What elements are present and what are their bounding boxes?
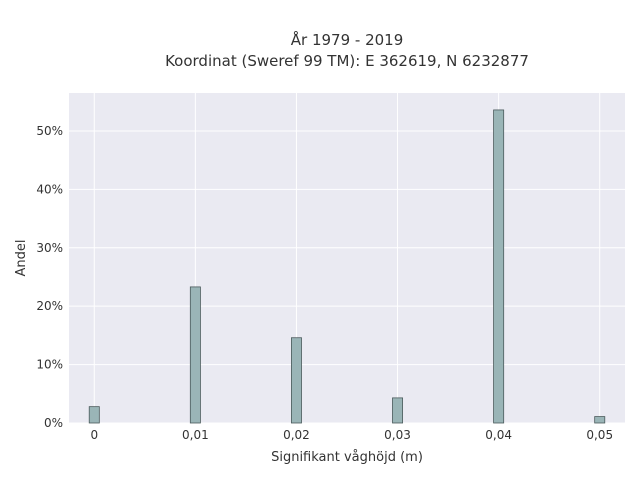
x-tick-label: 0,05 xyxy=(586,428,613,442)
x-tick-labels: 0 0,01 0,02 0,03 0,04 0,05 xyxy=(90,428,613,442)
histogram-bar xyxy=(189,286,201,424)
chart-title-line2: Koordinat (Sweref 99 TM): E 362619, N 62… xyxy=(165,52,529,70)
x-tick-label: 0,03 xyxy=(384,428,411,442)
chart-title-line1: År 1979 - 2019 xyxy=(291,30,404,49)
y-tick-label: 0% xyxy=(44,416,63,430)
histogram-bar xyxy=(392,397,403,424)
x-tick-label: 0 xyxy=(90,428,98,442)
y-tick-label: 40% xyxy=(36,182,63,196)
y-tick-labels: 0% 10% 20% 30% 40% 50% xyxy=(36,124,63,430)
y-axis-label: Andel xyxy=(14,240,29,277)
x-axis-label: Signifikant våghöjd (m) xyxy=(271,450,423,465)
y-tick-label: 30% xyxy=(36,241,63,255)
y-tick-label: 20% xyxy=(36,299,63,313)
x-tick-label: 0,02 xyxy=(283,428,310,442)
plot-area xyxy=(69,93,625,423)
x-tick-label: 0,04 xyxy=(485,428,512,442)
histogram-bar xyxy=(493,109,505,424)
histogram-bar xyxy=(88,406,100,424)
y-tick-label: 50% xyxy=(36,124,63,138)
x-tick-label: 0,01 xyxy=(182,428,209,442)
histogram-bar xyxy=(290,337,302,424)
histogram-bar xyxy=(594,416,606,424)
y-tick-label: 10% xyxy=(36,358,63,372)
bars xyxy=(88,109,606,424)
